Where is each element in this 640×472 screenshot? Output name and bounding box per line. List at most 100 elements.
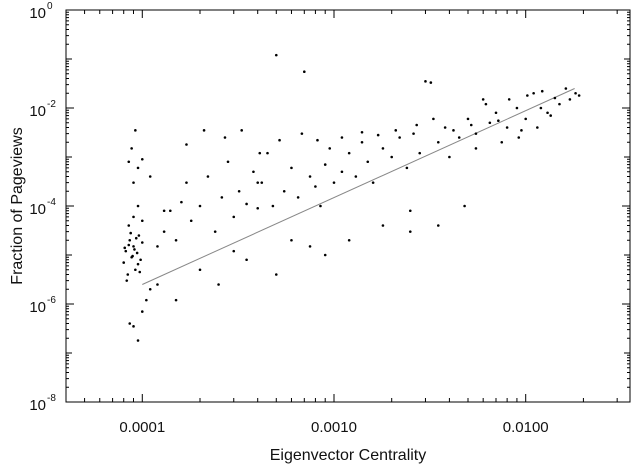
scatter-point [148, 175, 152, 178]
scatter-point [148, 287, 152, 291]
scatter-point [371, 181, 375, 184]
scatter-point [308, 175, 312, 178]
scatter-point [536, 126, 539, 129]
scatter-point [300, 132, 304, 135]
y-tick-exponent: -2 [47, 99, 56, 110]
scatter-point [130, 147, 133, 150]
scatter-point [564, 87, 568, 90]
x-axis-title: Eigenvector Centrality [270, 447, 427, 464]
scatter-point [494, 111, 498, 115]
scatter-point [122, 261, 126, 264]
scatter-point [274, 53, 278, 57]
scatter-point [526, 94, 529, 97]
scatter-point [162, 209, 166, 213]
scatter-point [553, 96, 557, 100]
scatter-point [481, 98, 485, 101]
y-tick-exponent: 0 [47, 1, 53, 12]
scatter-point [133, 248, 136, 251]
scatter-point [140, 241, 144, 244]
scatter-point [405, 166, 409, 170]
scatter-point [217, 283, 220, 286]
y-tick-exponent: -4 [47, 197, 56, 208]
scatter-point [136, 204, 140, 208]
scatter-point [266, 151, 269, 155]
scatter-point [126, 273, 130, 276]
scatter-point [127, 243, 131, 247]
scatter-point [140, 157, 144, 161]
scatter-point [316, 138, 319, 142]
scatter-point [140, 219, 144, 223]
scatter-point [256, 206, 260, 210]
scatter-point [568, 98, 572, 101]
scatter-point [213, 230, 217, 233]
scatter-point [290, 238, 293, 242]
scatter-point [474, 132, 478, 135]
scatter-point [127, 224, 131, 227]
scatter-point [145, 298, 148, 302]
scatter-point [124, 249, 128, 253]
scatter-point [129, 231, 132, 235]
scatter-point [520, 129, 523, 132]
scatter-point [131, 254, 134, 258]
scatter-point [517, 136, 521, 139]
scatter-point [271, 204, 275, 208]
scatter-point [260, 181, 264, 184]
scatter-point [484, 102, 488, 106]
scatter-point [127, 160, 131, 164]
scatter-point [381, 224, 385, 227]
fit-layer [142, 88, 575, 285]
scatter-point [463, 204, 466, 208]
scatter-point [139, 258, 142, 262]
scatter-point [469, 123, 473, 127]
scatter-point [549, 114, 552, 117]
scatter-point [319, 204, 322, 208]
scatter-point [162, 230, 166, 233]
scatter-point [136, 166, 140, 170]
scatter-point [185, 143, 188, 146]
scatter-point [156, 283, 159, 286]
x-tick-label: 0.0001 [119, 419, 165, 436]
y-axis-title: Fraction of Pageviews [9, 127, 26, 284]
scatter-point [457, 136, 461, 139]
scatter-point [135, 251, 139, 255]
scatter-point [140, 310, 144, 313]
scatter-point [223, 136, 227, 139]
scatter-point [394, 129, 398, 132]
scatter-point [507, 98, 511, 101]
scatter-point [515, 106, 519, 110]
scatter-point [347, 238, 351, 242]
scatter-point [296, 196, 300, 199]
scatter-point [390, 155, 394, 159]
scatter-point [574, 91, 577, 95]
scatter-point [532, 91, 535, 95]
scatter-point [443, 126, 447, 129]
scatter-point [577, 94, 581, 97]
scatter-point [290, 166, 293, 170]
scatter-point [232, 249, 236, 253]
scatter-point [202, 129, 206, 132]
y-tick-exponent: -6 [47, 295, 56, 306]
scatter-point [138, 270, 142, 274]
scatter-point [128, 238, 132, 242]
scatter-point [232, 215, 236, 219]
scatter-point [278, 138, 281, 142]
scatter-point [323, 163, 327, 166]
scatter-point [539, 106, 543, 110]
scatter-point [332, 181, 336, 184]
scatter-point [424, 80, 427, 83]
scatter-point [546, 111, 549, 115]
scatter-point [303, 70, 306, 74]
scatter-point [366, 160, 370, 164]
scatter-point [347, 151, 351, 155]
scatter-point [436, 224, 440, 227]
scatter-point [245, 258, 248, 262]
scatter-point [558, 102, 561, 106]
scatter-point [245, 202, 248, 206]
scatter-point [398, 136, 401, 139]
scatter-point [226, 160, 230, 164]
scatter-point [360, 140, 364, 144]
scatter-point [252, 170, 255, 174]
scatter-point [505, 126, 509, 129]
scatter-point [156, 245, 159, 248]
